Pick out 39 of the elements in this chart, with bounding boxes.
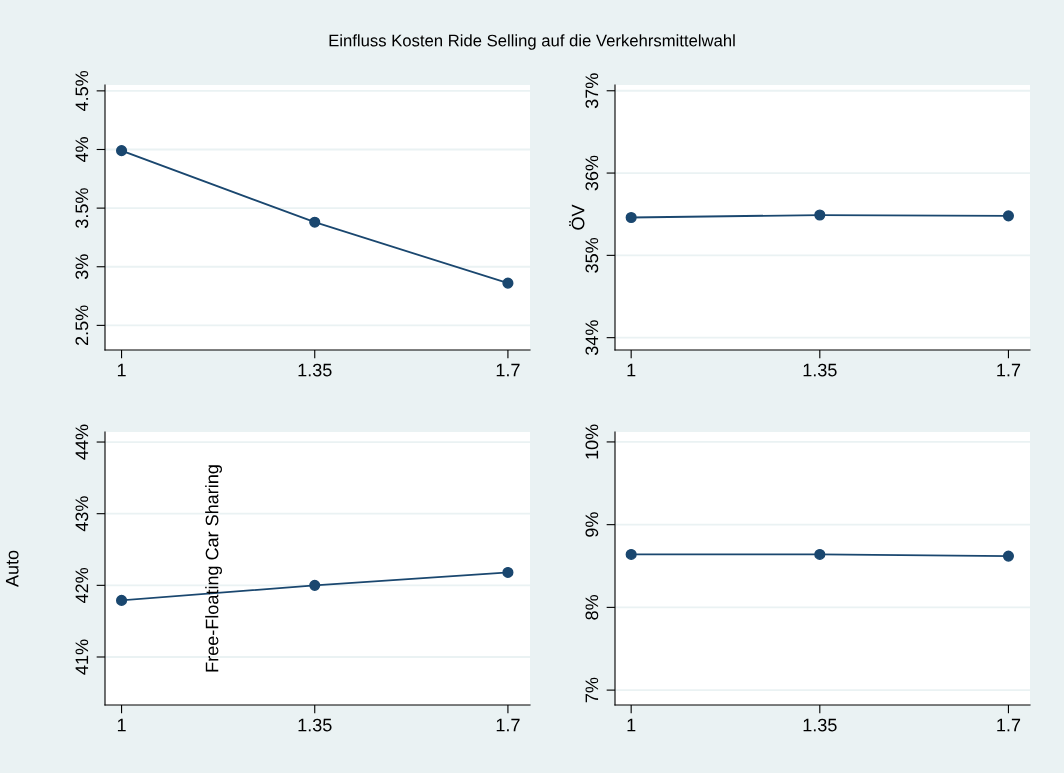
x-tick-label: 1.35 [803,363,837,377]
y-tick-label: 9% [585,512,599,537]
y-tick-label: 2.5% [75,305,89,346]
y-tick-label: 36% [585,155,599,191]
y-tick-label: 44% [75,424,89,460]
y-tick-label: 43% [75,496,89,532]
y-tick-label: 37% [585,73,599,109]
y-tick-label: 3% [75,254,89,280]
y-tick-label: 42% [75,567,89,603]
point [116,594,128,606]
y-axis-title: ÖV [569,204,585,230]
x-tick-label: 1.35 [298,363,332,377]
x-tick-label: 1.7 [997,363,1021,377]
x-tick-label: 1.7 [496,363,520,377]
y-tick-label: 3.5% [75,188,89,229]
x-tick-label: 1 [627,718,636,732]
x-tick-label: 1.7 [997,718,1021,732]
point [309,216,321,228]
y-tick-label: 7% [585,677,599,703]
point [116,145,128,157]
point [502,277,514,289]
x-tick-label: 1 [117,718,126,732]
x-tick-label: 1.7 [496,718,520,732]
y-tick-label: 8% [585,594,599,620]
y-tick-label: 34% [585,320,599,356]
point [309,579,321,591]
y-axis-title: Auto [5,550,19,588]
y-tick-label: 10% [585,424,599,459]
y-tick-label: 4% [75,137,89,163]
x-tick-label: 1 [117,363,126,377]
y-tick-label: 35% [585,237,599,273]
y-axis-title: Free-Floating Car Sharing [205,465,222,672]
chart-title: Einfluss Kosten Ride Selling auf die Verkehrsmittelwahl [329,34,735,50]
y-tick-label: 4.5% [75,70,89,112]
x-tick-label: 1.35 [298,718,332,732]
point [502,566,514,578]
x-tick-label: 1.35 [803,718,837,732]
y-tick-label: 41% [75,639,89,675]
x-tick-label: 1 [627,363,636,377]
